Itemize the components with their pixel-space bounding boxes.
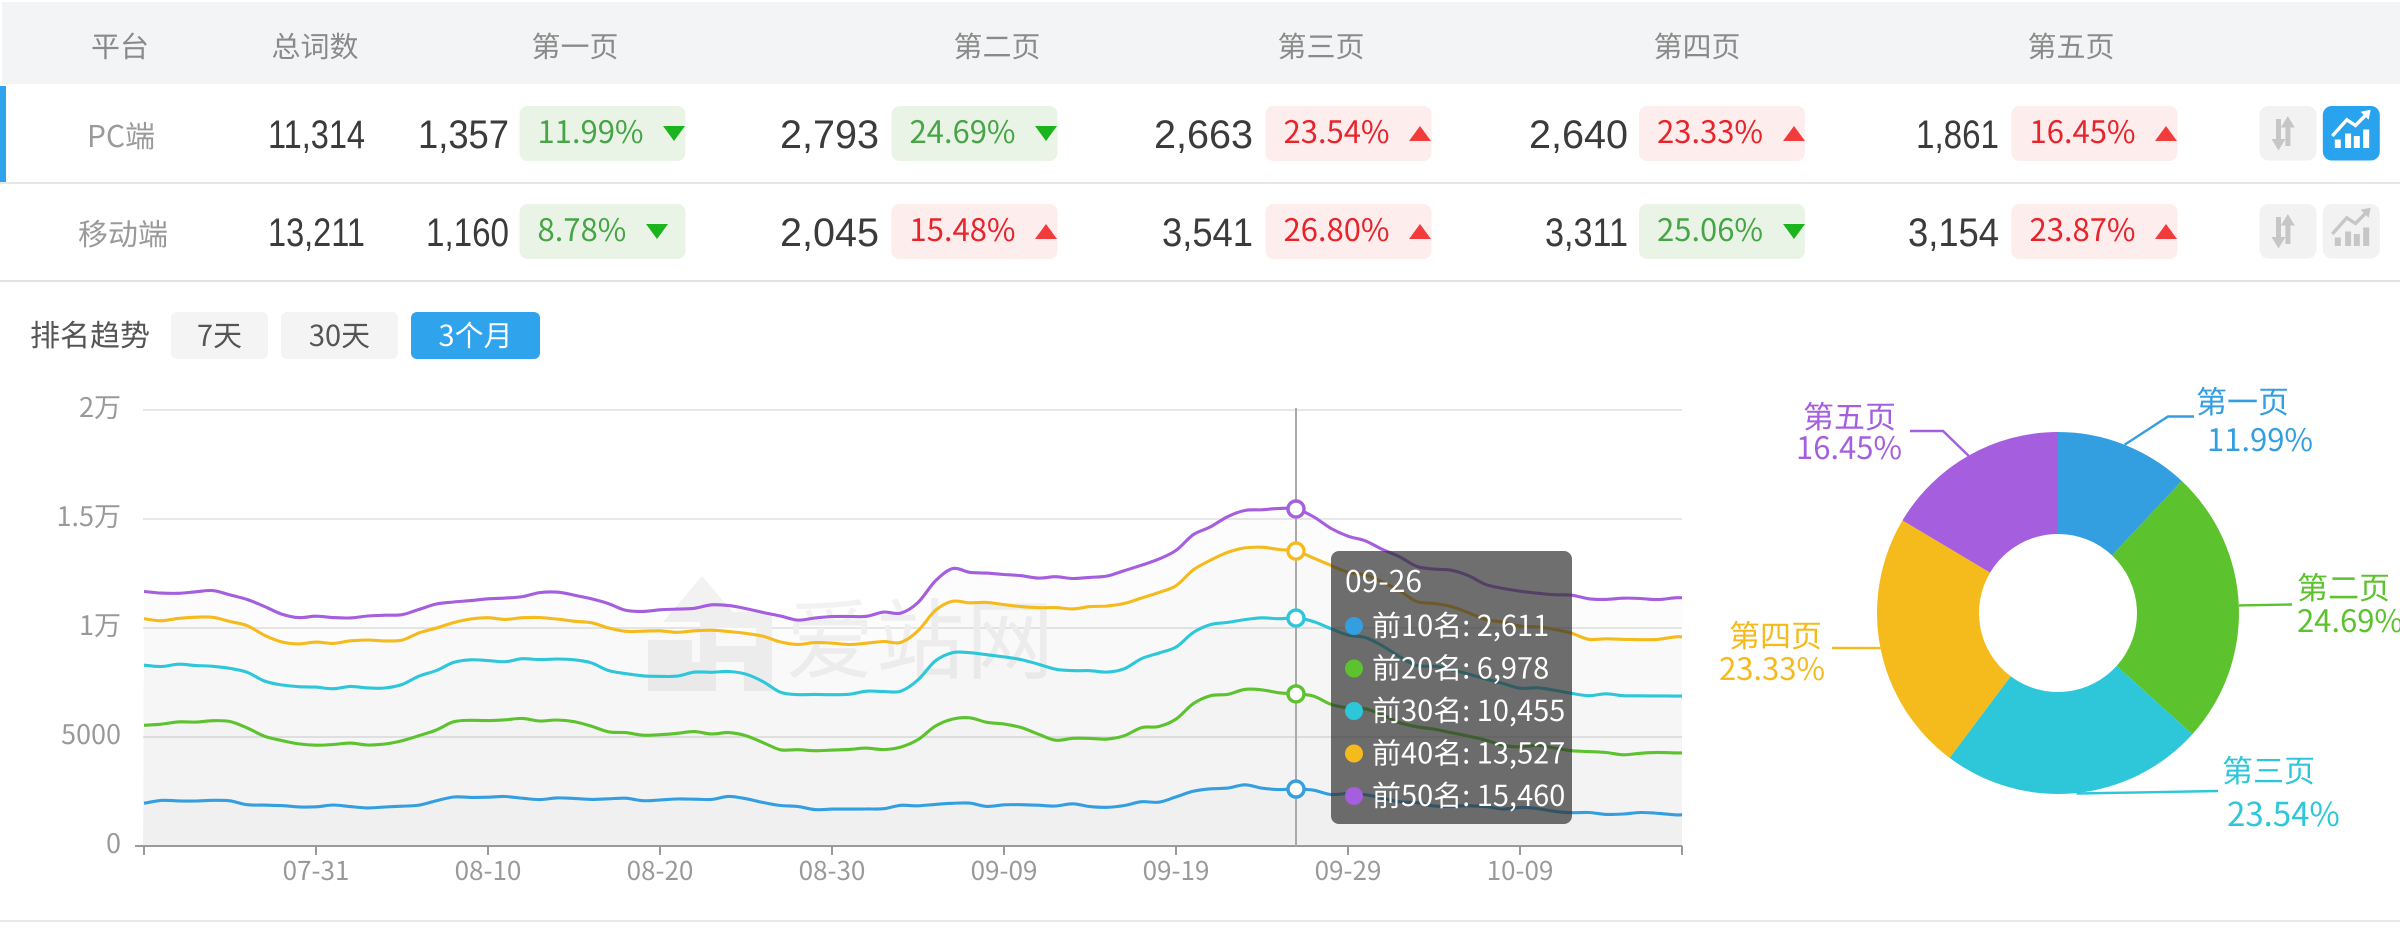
svg-text:1,160: 1,160 — [426, 211, 509, 255]
svg-text:2,045: 2,045 — [780, 211, 879, 255]
svg-text:1,861: 1,861 — [1916, 113, 1999, 157]
svg-text:3,311: 3,311 — [1545, 211, 1628, 255]
svg-text:11,314: 11,314 — [268, 113, 365, 157]
svg-text:2,793: 2,793 — [780, 113, 879, 157]
svg-text:2,663: 2,663 — [1154, 113, 1253, 157]
svg-text:13,211: 13,211 — [268, 211, 365, 255]
svg-text:3,541: 3,541 — [1162, 211, 1253, 255]
svg-text:2,640: 2,640 — [1529, 113, 1628, 157]
svg-text:3,154: 3,154 — [1908, 211, 1999, 255]
svg-text:1,357: 1,357 — [418, 113, 509, 157]
